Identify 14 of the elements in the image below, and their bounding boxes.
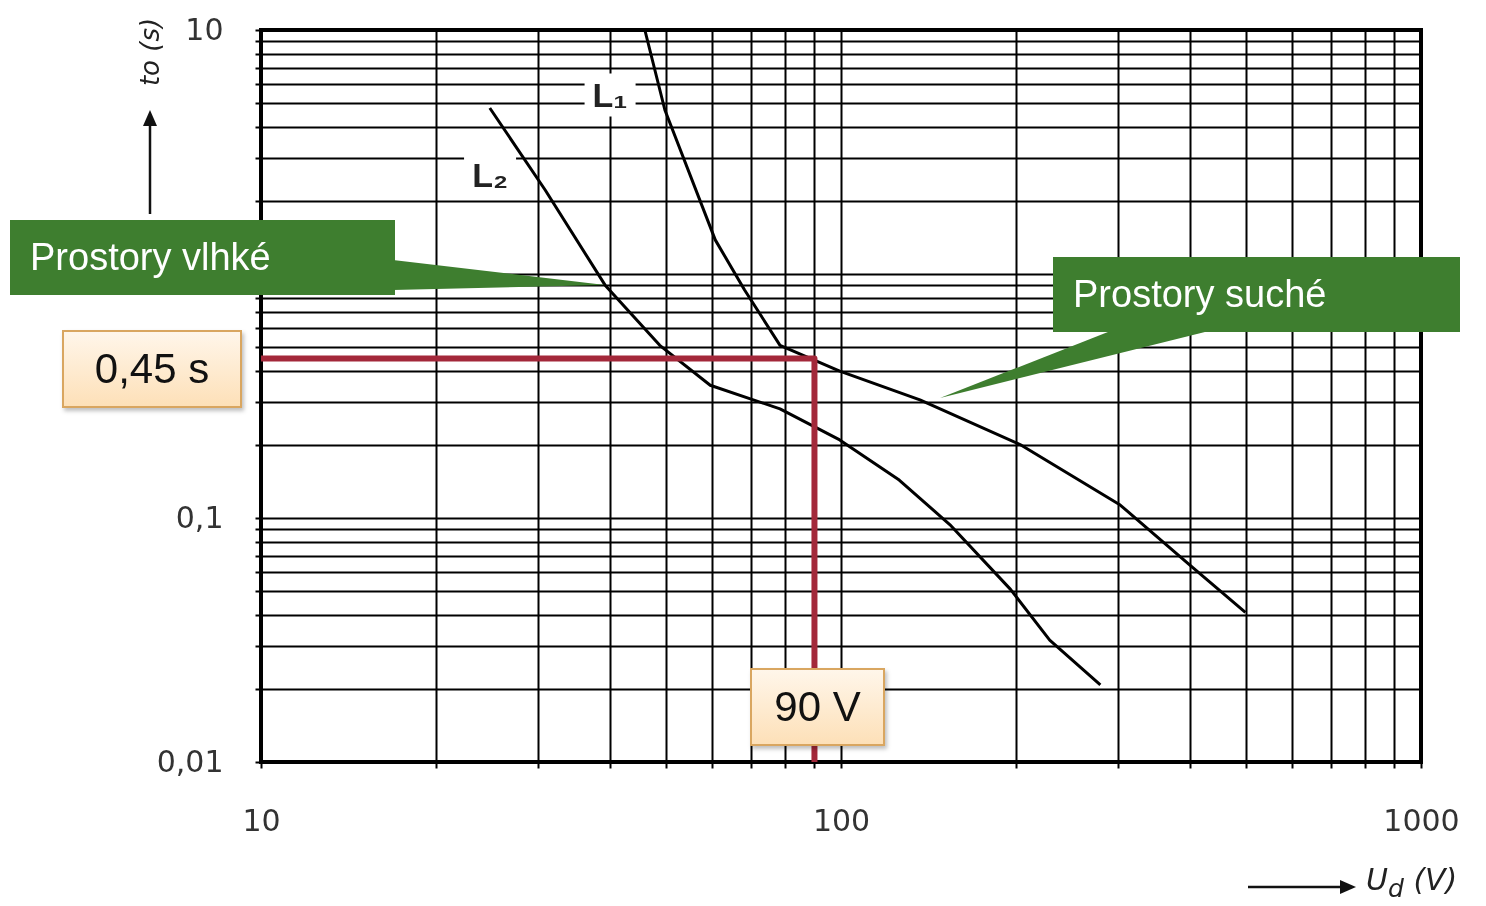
- text: 0,45 s: [62, 330, 242, 408]
- y-axis-title: to (s): [135, 17, 165, 87]
- x-tick-label: 100: [812, 802, 871, 838]
- annotation: Prostory suché: [1053, 257, 1460, 332]
- annotation: 90 V: [750, 668, 885, 746]
- x-axis-title: U$_{d}$ (V): [1366, 862, 1458, 903]
- y-tick-label: 0,01: [156, 743, 224, 779]
- series-label: L₁: [584, 73, 636, 117]
- y-tick-label: 0,1: [175, 499, 224, 535]
- x-tick-label: 1000: [1383, 802, 1460, 838]
- series-label: L₂: [464, 153, 517, 197]
- annotation: Prostory vlhké: [10, 220, 395, 295]
- y-tick-label: 10: [185, 11, 224, 47]
- x-tick-label: 10: [242, 802, 281, 838]
